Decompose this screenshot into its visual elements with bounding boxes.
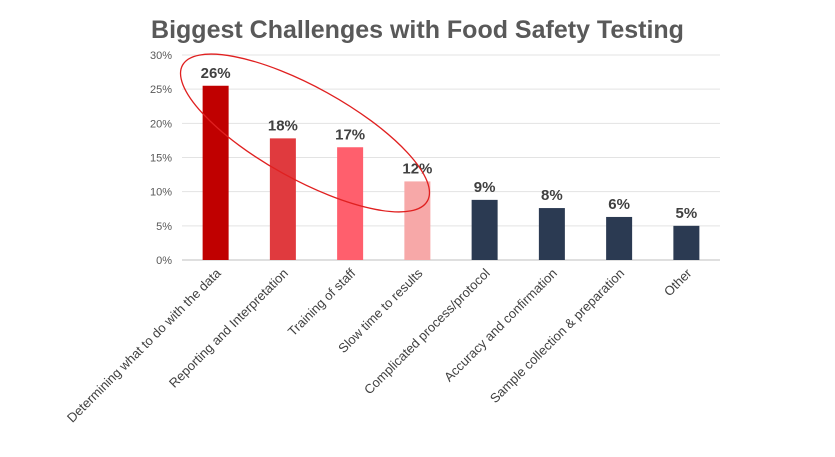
x-tick-label: Reporting and Interpretation: [166, 266, 291, 391]
y-tick-label: 30%: [150, 50, 172, 62]
data-label: 18%: [268, 117, 298, 134]
y-tick-label: 20%: [150, 118, 172, 130]
highlight-ellipse: [179, 53, 431, 213]
annotations: [179, 53, 431, 213]
y-tick-label: 0%: [156, 255, 172, 267]
x-tick-label: Sample collection & preparation: [487, 266, 627, 406]
data-label: 17%: [335, 126, 365, 143]
bar: [471, 199, 498, 260]
grid-lines: [182, 54, 720, 261]
x-axis-tick-labels: Determining what to do with the dataRepo…: [64, 265, 695, 425]
y-tick-label: 5%: [156, 221, 172, 233]
data-label: 5%: [676, 205, 698, 222]
x-tick-label: Training of staff: [285, 265, 359, 339]
x-tick-label: Complicated process/protocol: [361, 265, 493, 397]
data-label: 8%: [541, 187, 563, 204]
y-tick-label: 25%: [150, 84, 172, 96]
y-axis-ticks: 0% 5% 10% 15% 20% 25% 30%: [150, 50, 172, 267]
data-label: 6%: [608, 196, 630, 213]
y-tick-label: 10%: [150, 187, 172, 199]
bar: [606, 216, 633, 260]
bar: [269, 138, 296, 260]
bar: [404, 181, 431, 260]
x-tick-label: Accuracy and confirmation: [441, 266, 560, 385]
bar: [202, 85, 229, 260]
bar: [673, 225, 700, 260]
data-label: 9%: [474, 179, 496, 196]
y-tick-label: 15%: [150, 153, 172, 165]
data-labels: 26% 18% 17% 12% 9% 8% 6% 5%: [201, 65, 698, 222]
chart-title: Biggest Challenges with Food Safety Test…: [151, 16, 684, 44]
data-label: 26%: [201, 65, 231, 82]
bar: [538, 208, 565, 260]
bars: [202, 85, 700, 260]
bar: [337, 147, 364, 260]
x-tick-label: Other: [661, 265, 695, 299]
data-label: 12%: [402, 160, 432, 177]
